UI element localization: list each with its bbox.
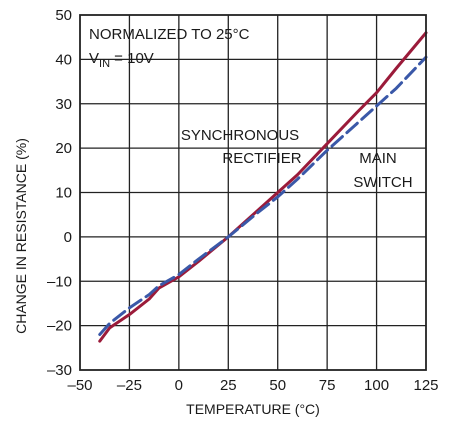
- x-tick-label: 125: [413, 377, 438, 394]
- y-axis-label: CHANGE IN RESISTANCE (%): [13, 138, 29, 334]
- x-tick-label: 50: [269, 377, 286, 394]
- y-tick-label: 20: [55, 140, 72, 157]
- annotations: NORMALIZED TO 25°C VIN = 10V SYNCHRONOUS…: [89, 26, 413, 191]
- y-tick-label: –30: [47, 362, 72, 379]
- annotation-sync-line1: SYNCHRONOUS: [181, 127, 299, 144]
- y-tick-label: –20: [47, 318, 72, 335]
- annotation-vin: VIN = 10V: [89, 50, 154, 70]
- annotation-normalized: NORMALIZED TO 25°C: [89, 26, 250, 43]
- vin-prefix: V: [89, 50, 99, 67]
- y-tick-label: 30: [55, 96, 72, 113]
- y-tick-label: 10: [55, 185, 72, 202]
- x-tick-label: 0: [175, 377, 183, 394]
- x-tick-label: 100: [364, 377, 389, 394]
- series-lines: [98, 31, 428, 343]
- x-tick-label: 75: [319, 377, 336, 394]
- y-tick-label: 50: [55, 7, 72, 24]
- x-tick-label: –50: [67, 377, 92, 394]
- series-line-main-switch: [98, 55, 428, 336]
- x-tick-label: 25: [220, 377, 237, 394]
- x-tick-labels: –50 –25 0 25 50 75 100 125: [67, 377, 438, 394]
- vin-subscript: IN: [99, 58, 110, 70]
- vin-suffix: = 10V: [110, 50, 154, 67]
- plot-frame: [79, 14, 427, 371]
- y-tick-label: 0: [64, 229, 72, 246]
- y-tick-labels: 50 40 30 20 10 0 –10 –20 –30: [47, 7, 72, 379]
- y-tick-label: 40: [55, 51, 72, 68]
- x-axis-label: TEMPERATURE (°C): [186, 401, 320, 417]
- y-tick-label: –10: [47, 273, 72, 290]
- annotation-main-line2: SWITCH: [353, 174, 412, 191]
- annotation-sync-line2: RECTIFIER: [222, 150, 301, 167]
- grid: [80, 15, 426, 370]
- x-tick-label: –25: [117, 377, 142, 394]
- annotation-main-line1: MAIN: [359, 150, 397, 167]
